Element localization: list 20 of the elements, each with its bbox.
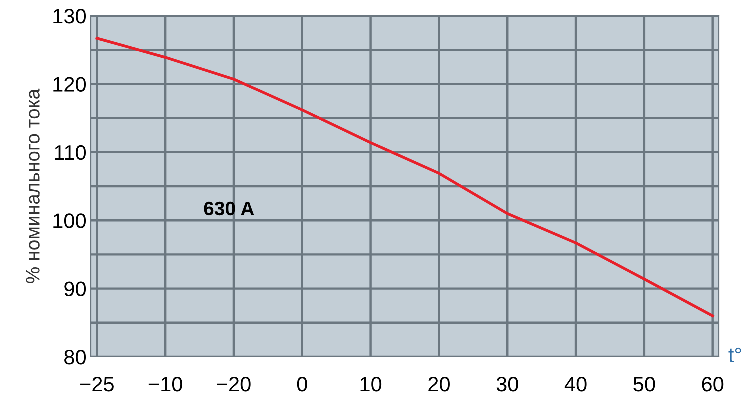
annotation: 630 A bbox=[204, 202, 254, 216]
y-tick-label: 120 bbox=[54, 77, 86, 92]
line-series bbox=[96, 37, 714, 318]
y-tick-label: 130 bbox=[54, 9, 86, 24]
y-tick-label: 90 bbox=[64, 282, 86, 297]
y-tick-label: 100 bbox=[54, 214, 86, 228]
x-tick-label: 0 bbox=[297, 376, 308, 392]
x-axis-title: t° bbox=[728, 348, 742, 363]
x-tick-label: −10 bbox=[148, 376, 182, 392]
x-tick-label: 20 bbox=[428, 376, 450, 392]
y-axis-title: % номинального тока bbox=[26, 88, 40, 284]
x-tick-label: 40 bbox=[564, 376, 587, 392]
y-tick-label: 80 bbox=[64, 350, 86, 365]
x-tick-label: −20 bbox=[217, 376, 251, 392]
x-tick-label: 30 bbox=[496, 376, 518, 392]
x-tick-label: 60 bbox=[702, 376, 724, 392]
x-tick-label: −25 bbox=[80, 376, 114, 392]
x-tick-label: 50 bbox=[634, 376, 656, 392]
x-tick-label: 10 bbox=[360, 376, 382, 392]
y-tick-label: 110 bbox=[55, 145, 86, 160]
